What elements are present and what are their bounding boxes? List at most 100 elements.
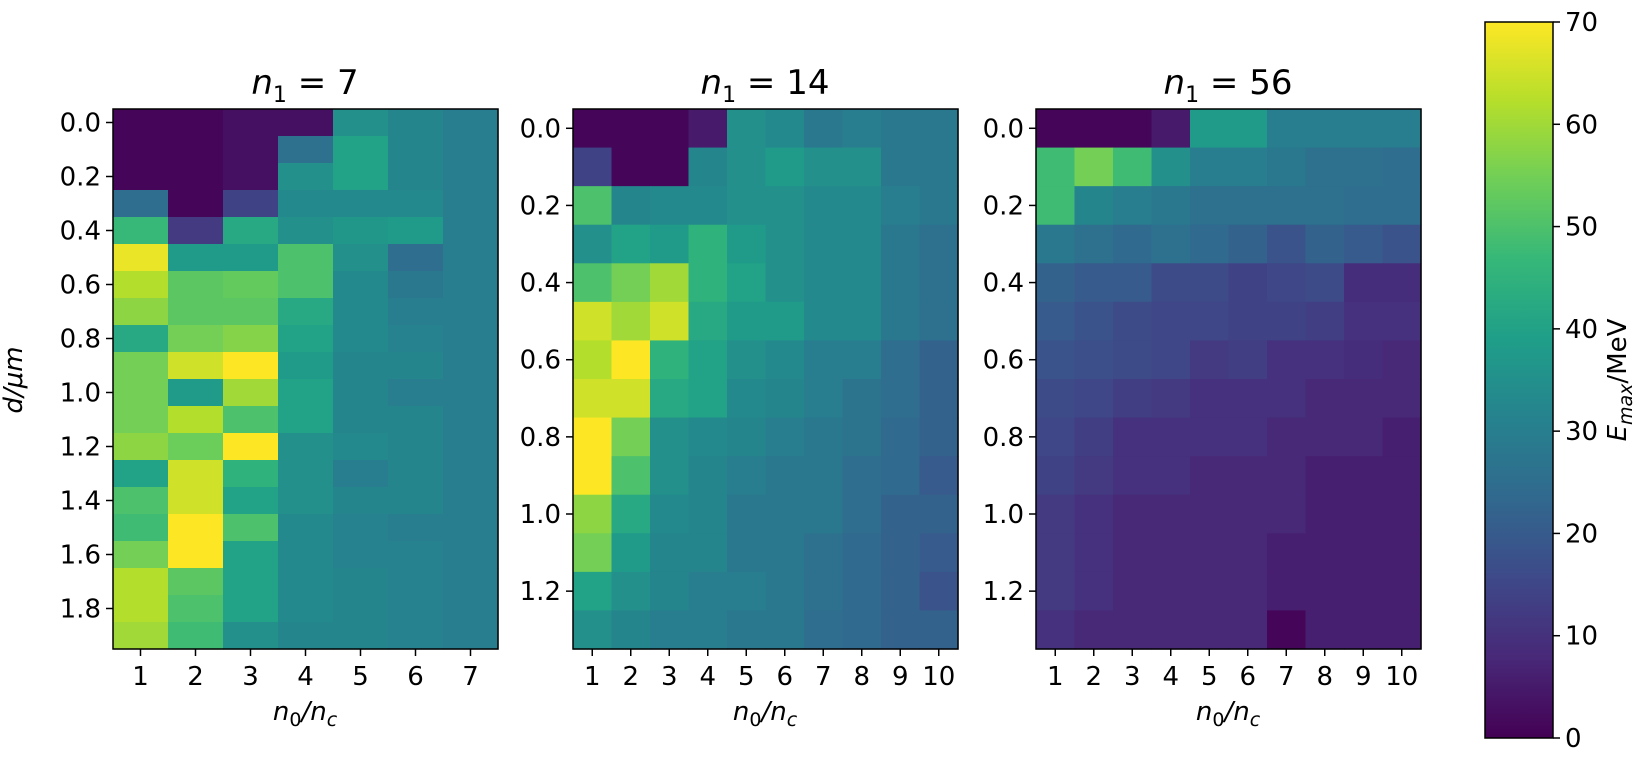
heatmap-cell [168,433,224,461]
heatmap-cell [168,163,224,191]
heatmap-cell [1228,379,1268,419]
heatmap-cell [1151,301,1191,342]
heatmap-cell [650,456,690,496]
heatmap-cell [333,325,389,353]
heatmap-cell [1228,533,1268,573]
heatmap-cell [1305,340,1345,380]
heatmap-cell [223,514,279,542]
panel-1-x-ticks: 1 2 3 4 5 6 7 [132,649,479,692]
heatmap-cell [113,460,169,488]
heatmap-cell [1151,224,1191,264]
heatmap-cell [1113,340,1153,380]
heatmap-cell [1074,301,1114,342]
heatmap-cell [688,340,728,380]
x-tick-label: 7 [815,662,832,692]
heatmap-cell [842,379,882,419]
heatmap-cell [1074,533,1114,573]
heatmap-cell [804,379,844,419]
heatmap-cell [388,541,444,569]
heatmap-cell [223,406,279,434]
heatmap-cell [1190,571,1230,612]
y-tick-label: 0.0 [520,114,561,144]
heatmap-cell [388,190,444,218]
heatmap-cell [881,456,921,496]
panel-2-y-ticks: 0.0 0.2 0.4 0.6 0.8 1.0 1.2 [520,114,573,607]
x-tick-label: 4 [297,662,314,692]
heatmap-cell [278,433,334,461]
heatmap-cell [688,571,728,612]
heatmap-cell [1344,456,1384,496]
heatmap-cell [573,301,613,342]
heatmap-cell [223,460,279,488]
heatmap-cell [113,406,169,434]
heatmap-cell [333,568,389,596]
heatmap-cell [1113,456,1153,496]
x-tick-label: 10 [922,662,955,692]
heatmap-cell [573,263,613,303]
heatmap-cell [168,568,224,596]
heatmap-cell [804,610,844,650]
heatmap-cell [278,352,334,380]
x-tick-label: 2 [622,662,639,692]
heatmap-cell [278,217,334,245]
heatmap-cell [804,109,844,149]
heatmap-cell [113,514,169,542]
heatmap-cell [388,406,444,434]
heatmap-cell [388,217,444,245]
heatmap-cell [1151,186,1191,226]
y-tick-label: 0.2 [520,191,561,221]
panel-1-y-ticks: 0.0 0.2 0.4 0.6 0.8 1.0 1.2 1.4 1.6 1.8 [60,109,113,625]
heatmap-cell [573,379,613,419]
x-tick-label: 6 [776,662,793,692]
panel-3-xlabel: n0/nc [1196,697,1261,731]
heatmap-cell [443,136,499,164]
heatmap-cell [1382,224,1422,264]
heatmap-cell [1267,109,1307,149]
heatmap-cell [278,514,334,542]
y-tick-label: 0.2 [983,191,1024,221]
heatmap-cell [168,298,224,326]
heatmap-cell [1344,263,1384,303]
heatmap-cell [688,533,728,573]
heatmap-cell [443,622,499,650]
heatmap-cell [388,460,444,488]
heatmap-cell [1113,417,1153,457]
heatmap-cell [765,340,805,380]
heatmap-cell [113,622,169,650]
heatmap-cell [611,571,651,612]
heatmap-cell [1267,379,1307,419]
heatmap-cell [1305,224,1345,264]
y-tick-label: 1.0 [60,379,101,409]
heatmap-cell [842,109,882,149]
heatmap-cell [1036,610,1076,650]
heatmap-cell [1305,417,1345,457]
y-tick-label: 0.4 [520,269,561,299]
heatmap-cell [650,263,690,303]
x-tick-label: 8 [853,662,870,692]
heatmap-cell [223,433,279,461]
heatmap-cell [650,340,690,380]
heatmap-cell [333,379,389,407]
heatmap-cell [1344,186,1384,226]
heatmap-cell [443,271,499,299]
panel-3-frame [1035,108,1422,650]
heatmap-cell [443,541,499,569]
heatmap-cell [1074,224,1114,264]
x-tick-label: 3 [1124,662,1141,692]
heatmap-cell [842,417,882,457]
y-tick-label: 0.8 [520,423,561,453]
heatmap-cell [278,325,334,353]
y-tick-label: 0.4 [60,217,101,247]
heatmap-cell [919,571,959,612]
heatmap-cell [919,109,959,149]
heatmap-cell [113,541,169,569]
y-tick-label: 0.0 [60,109,101,139]
heatmap-cell [919,186,959,226]
heatmap-cell [113,244,169,272]
heatmap-cell [919,301,959,342]
heatmap-cell [113,217,169,245]
colorbar-tick-label: 40 [1565,315,1598,345]
heatmap-cell [765,147,805,187]
heatmap-cell [1190,340,1230,380]
colorbar-tick-label: 10 [1565,622,1598,652]
